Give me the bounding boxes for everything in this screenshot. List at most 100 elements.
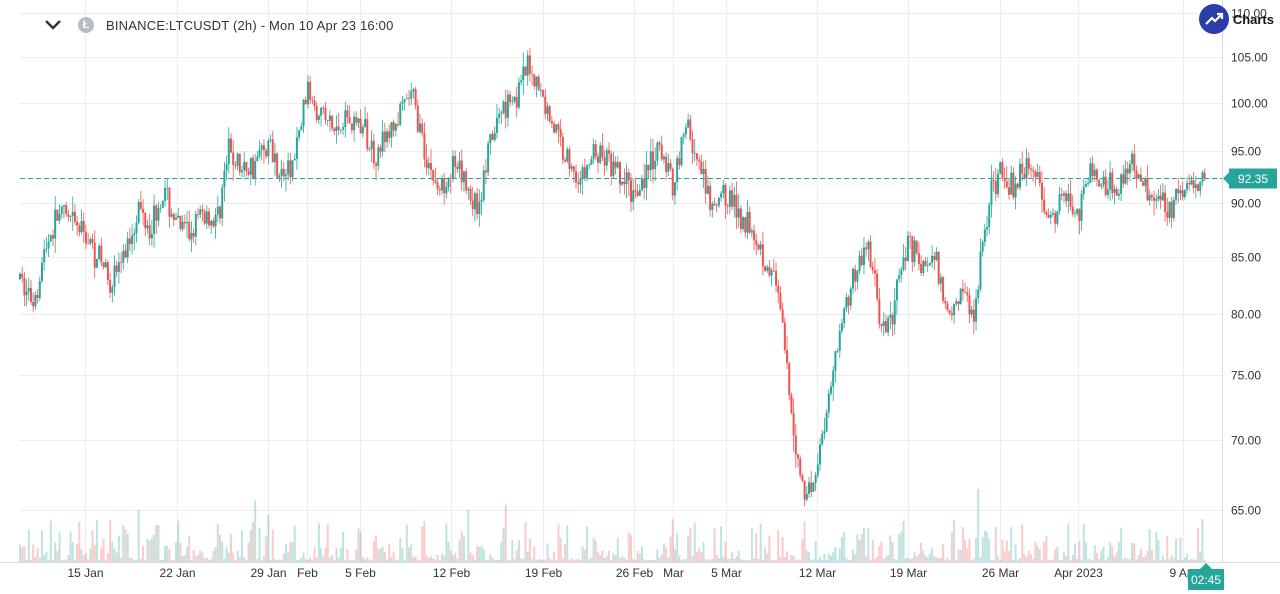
candle-body xyxy=(491,134,494,141)
candle-body xyxy=(1142,181,1145,186)
volume-bar xyxy=(515,549,518,562)
volume-bar xyxy=(392,551,395,562)
candle-body xyxy=(462,171,465,183)
candle-body xyxy=(876,273,879,300)
candle-body xyxy=(423,133,426,160)
volume-bar xyxy=(425,555,428,562)
candle-body xyxy=(531,73,534,75)
candle-body xyxy=(889,315,892,318)
candle-body xyxy=(698,159,701,162)
candle-body xyxy=(836,351,839,352)
volume-bar xyxy=(229,534,232,562)
volume-bar xyxy=(871,539,874,562)
x-tick-label: Mar xyxy=(663,566,684,580)
brand[interactable]: Charts xyxy=(1198,4,1274,34)
candle-body xyxy=(535,76,538,87)
volume-bar xyxy=(629,534,632,562)
candle-body xyxy=(533,74,536,87)
volume-bar xyxy=(394,559,397,562)
candle-body xyxy=(812,482,815,492)
volume-bar xyxy=(599,554,602,562)
candle-body xyxy=(1040,182,1043,200)
candle-body xyxy=(221,187,224,219)
last-price-tag xyxy=(1229,168,1277,189)
volume-bar xyxy=(1029,554,1032,562)
candle-body xyxy=(289,160,292,178)
grid-lines xyxy=(20,0,1222,562)
candle-body xyxy=(359,118,362,134)
candle-body xyxy=(120,262,123,264)
candle-body xyxy=(506,94,509,118)
volume-bar xyxy=(575,559,578,562)
volume-bar xyxy=(440,553,443,562)
candle-body xyxy=(834,351,837,371)
trend-up-icon xyxy=(1198,4,1229,34)
volume-bar xyxy=(1065,555,1068,562)
volume-bar xyxy=(761,559,764,562)
candle-body xyxy=(764,266,767,271)
candle-body xyxy=(350,123,353,131)
candle-body xyxy=(208,211,211,226)
candle-body xyxy=(177,215,180,218)
volume-bar xyxy=(1043,542,1046,562)
volume-bar xyxy=(808,552,811,562)
volume-bar xyxy=(986,531,989,562)
volume-bar xyxy=(632,559,635,562)
volume-bar xyxy=(649,559,652,562)
candle-body xyxy=(309,81,312,100)
volume-bar xyxy=(317,523,320,562)
candle-body xyxy=(786,349,789,363)
candle-body xyxy=(917,252,920,265)
candle-body xyxy=(399,103,402,126)
candle-body xyxy=(761,244,764,267)
volume-bar xyxy=(748,559,751,562)
candle-body xyxy=(1197,184,1200,191)
candle-body xyxy=(961,288,964,292)
volume-bar xyxy=(234,559,237,562)
volume-bar xyxy=(829,555,832,562)
candle-body xyxy=(546,106,549,114)
candle-body xyxy=(827,393,830,413)
candle-body xyxy=(750,230,753,233)
symbol-label: BINANCE:LTCUSDT (2h) - Mon 10 Apr 23 16:… xyxy=(106,17,394,33)
candle-body xyxy=(706,185,709,194)
x-axis: 15 Jan 22 Jan 29 Jan Feb 5 Feb 12 Feb 19 Feb 26… xyxy=(0,562,1280,580)
candle-body xyxy=(1098,179,1101,187)
volume-bar xyxy=(476,545,479,562)
candle-body xyxy=(335,126,338,132)
volume-bar xyxy=(467,509,470,562)
candle-body xyxy=(805,493,808,500)
volume-bar xyxy=(568,559,571,562)
volume-bar xyxy=(651,559,654,562)
volume-bar xyxy=(1014,544,1017,562)
volume-bar xyxy=(372,541,375,562)
x-tick-label: 26 Mar xyxy=(982,566,1019,580)
candle-body xyxy=(913,240,916,263)
volume-bar xyxy=(849,559,852,562)
candle-body xyxy=(748,211,751,233)
volume-bar xyxy=(926,557,929,562)
volume-bar xyxy=(190,559,193,562)
volume-bar xyxy=(280,559,283,562)
volume-bar xyxy=(810,559,813,562)
candle-body xyxy=(1192,180,1195,189)
candle-body xyxy=(1045,211,1048,215)
volume-bar xyxy=(269,559,272,562)
volume-bar xyxy=(47,559,50,562)
candle-body xyxy=(49,235,52,242)
chevron-down-icon[interactable] xyxy=(40,12,66,38)
volume-bar xyxy=(902,520,905,562)
volume-bar xyxy=(1087,558,1090,562)
volume-bar xyxy=(548,557,551,562)
candle-body xyxy=(1062,193,1065,196)
volume-bar xyxy=(862,527,865,562)
candle-body xyxy=(649,151,652,171)
brand-label: Charts xyxy=(1232,11,1274,27)
volume-bar xyxy=(1071,555,1074,562)
candle-body xyxy=(647,164,650,171)
candle-body xyxy=(794,435,797,455)
candle-body xyxy=(317,115,320,120)
volume-bar xyxy=(603,557,606,562)
candle-body xyxy=(192,233,195,237)
